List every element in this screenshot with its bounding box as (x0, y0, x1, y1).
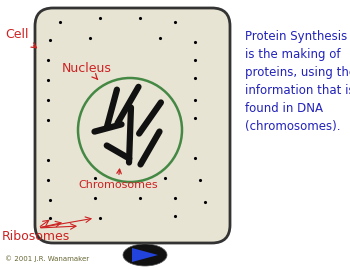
Text: Chromosomes: Chromosomes (78, 169, 158, 190)
Ellipse shape (123, 244, 167, 266)
Text: Protein Synthesis
is the making of
proteins, using the
information that is
found: Protein Synthesis is the making of prote… (245, 30, 350, 133)
Text: © 2001 J.R. Wanamaker: © 2001 J.R. Wanamaker (5, 255, 89, 262)
Polygon shape (132, 248, 158, 262)
Text: Ribosomes: Ribosomes (2, 230, 70, 243)
FancyBboxPatch shape (35, 8, 230, 243)
Text: Cell: Cell (5, 29, 36, 48)
Text: Nucleus: Nucleus (62, 62, 112, 79)
